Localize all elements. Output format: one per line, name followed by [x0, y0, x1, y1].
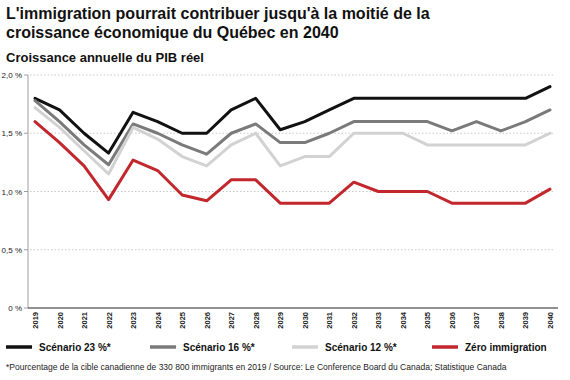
x-tick-label: 2027 — [227, 312, 236, 329]
x-tick-label: 2028 — [252, 312, 261, 329]
y-tick-label: 2,0 % — [2, 71, 22, 80]
x-tick-label: 2040 — [546, 312, 555, 329]
legend-label: Scénario 12 %* — [325, 342, 397, 353]
x-tick-label: 2022 — [105, 312, 114, 329]
x-tick-label: 2020 — [56, 312, 65, 329]
y-tick — [24, 191, 28, 192]
x-tick-label: 2036 — [448, 312, 457, 329]
x-tick-label: 2021 — [80, 312, 89, 329]
grid-line — [30, 75, 555, 76]
x-tick-label: 2029 — [276, 312, 285, 329]
chart: 0 % 0,5 % 1,0 % 1,5 % 2,0 % 2019 2020 2021 2022 2… — [0, 0, 570, 380]
y-tick-label: 0,5 % — [2, 246, 22, 255]
x-tick-label: 2023 — [129, 312, 138, 329]
legend-label: Scénario 23 %* — [39, 342, 111, 353]
grid-line — [30, 191, 555, 192]
x-tick-label: 2026 — [203, 312, 212, 329]
x-tick-label: 2024 — [154, 311, 163, 329]
title: L'immigration pourrait contribuer jusqu'… — [6, 4, 466, 42]
series-line — [35, 108, 550, 174]
x-tick-label: 2037 — [472, 312, 481, 329]
x-tick-label: 2035 — [423, 312, 432, 329]
grid-line — [30, 133, 555, 134]
y-tick — [24, 308, 28, 309]
legend-swatch — [150, 345, 176, 349]
x-tick-label: 2030 — [301, 312, 310, 329]
y-axis — [28, 75, 29, 308]
y-tick-label: 0 % — [8, 304, 22, 313]
x-tick-label: 2034 — [399, 311, 408, 329]
x-tick-label: 2019 — [31, 312, 40, 329]
plot-area — [35, 87, 550, 203]
legend-swatch — [432, 345, 458, 349]
series-line — [35, 101, 550, 165]
legend-swatch — [292, 345, 318, 349]
legend-label: Zéro immigration — [465, 342, 547, 353]
series-line — [35, 122, 550, 204]
grid-line — [30, 249, 555, 250]
y-tick — [24, 249, 28, 250]
x-tick-label: 2038 — [497, 312, 506, 329]
legend-swatch — [6, 345, 32, 349]
x-tick-label: 2032 — [350, 312, 359, 329]
y-tick-label: 1,5 % — [2, 129, 22, 138]
legend-label: Scénario 16 %* — [183, 342, 255, 353]
subtitle: Croissance annuelle du PIB réel — [6, 50, 204, 65]
y-tick-label: 1,0 % — [2, 188, 22, 197]
x-tick-label: 2031 — [325, 312, 334, 329]
x-axis — [28, 308, 558, 309]
y-tick — [24, 133, 28, 134]
x-tick-label: 2025 — [178, 312, 187, 329]
y-tick — [24, 75, 28, 76]
footnote: *Pourcentage de la cible canadienne de 3… — [6, 362, 506, 372]
x-tick-label: 2039 — [521, 312, 530, 329]
x-tick-label: 2033 — [374, 312, 383, 329]
